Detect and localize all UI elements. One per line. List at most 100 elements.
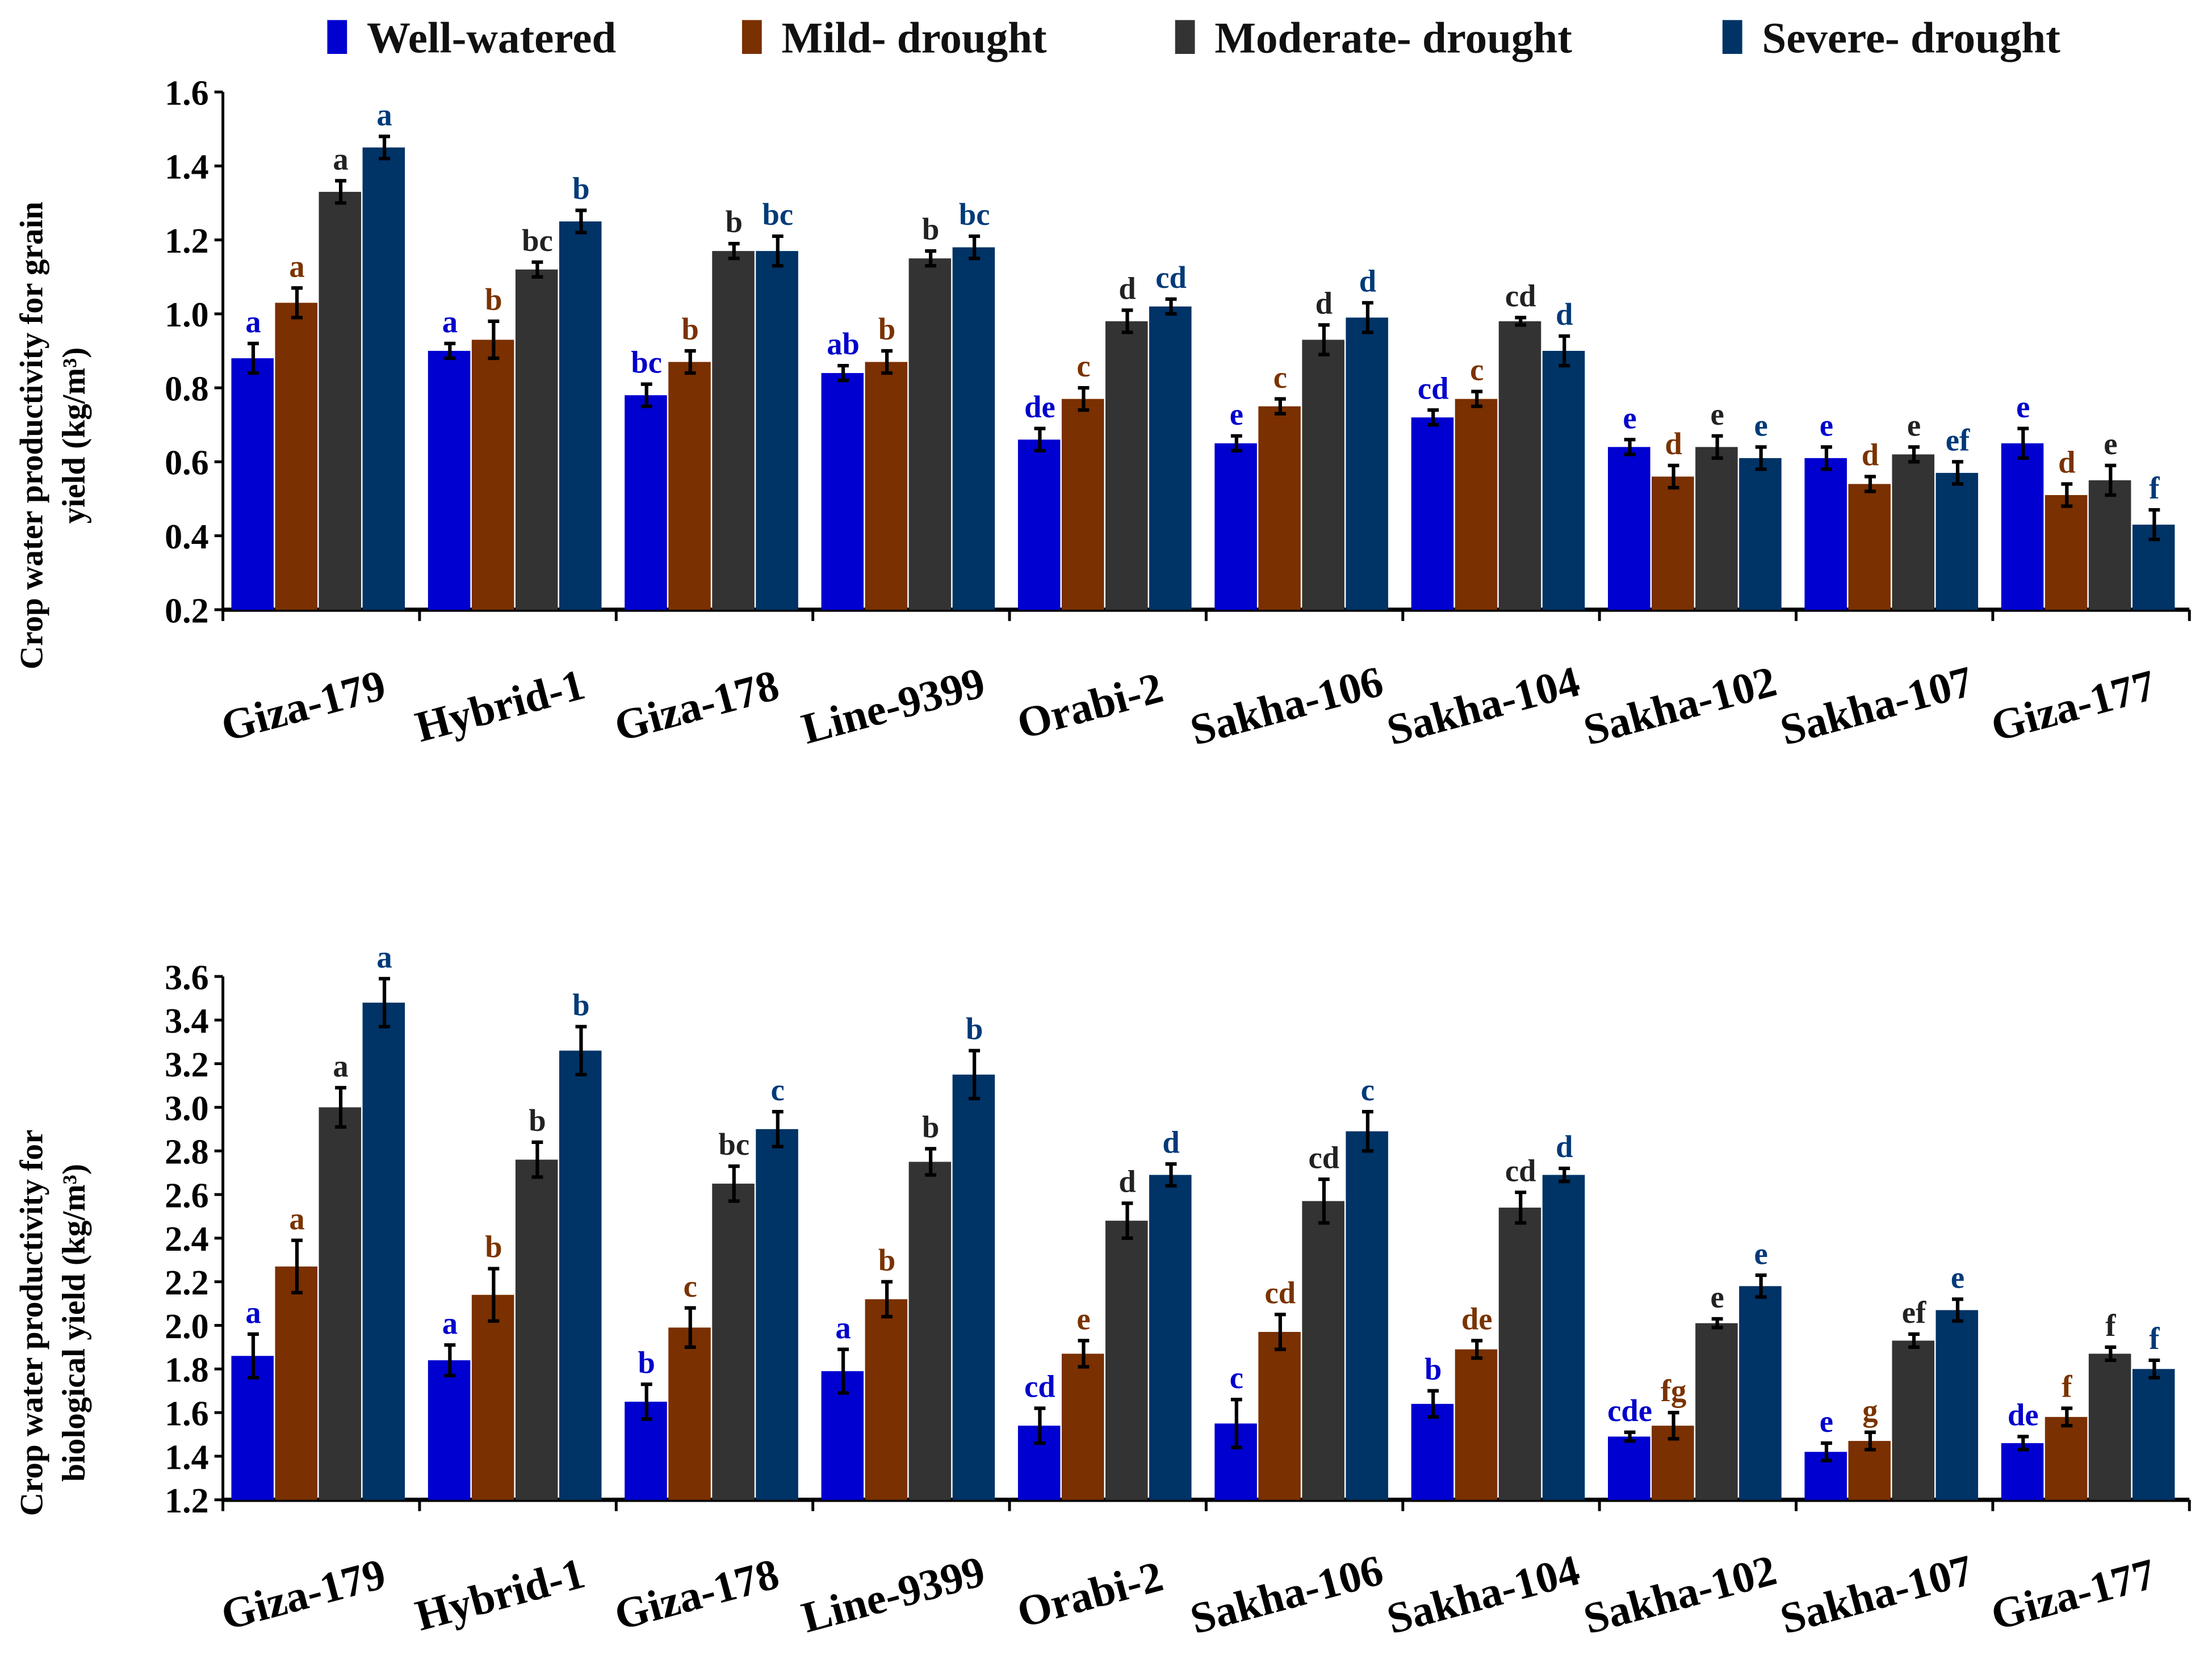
bar-well-watered <box>821 373 864 610</box>
bar-severe-drought <box>1542 350 1585 610</box>
significance-letter: d <box>1118 1164 1136 1199</box>
bar-well-watered <box>1214 443 1257 610</box>
bar-well-watered <box>1411 1403 1454 1500</box>
bar-moderate-drought <box>1892 454 1935 610</box>
bar-well-watered <box>2001 443 2044 610</box>
bar-mild-drought <box>1848 484 1891 610</box>
bar-severe-drought <box>559 1050 602 1500</box>
bar-well-watered <box>428 350 471 610</box>
category-label: Sakha-106 <box>1185 1545 1388 1644</box>
significance-letter: bc <box>522 223 553 258</box>
significance-letter: cd <box>1155 260 1187 295</box>
bar-mild-drought <box>275 303 318 610</box>
significance-letter: e <box>1951 1260 1964 1295</box>
bar-mild-drought <box>1061 1353 1104 1500</box>
bar-mild-drought <box>668 362 711 610</box>
significance-letter: d <box>1862 438 1879 472</box>
y-tick-label: 1.2 <box>165 222 209 261</box>
legend: Well-watered Mild- drought Moderate- droug… <box>327 13 2060 62</box>
category-label: Hybrid-1 <box>410 1548 590 1640</box>
y-tick-label: 3.2 <box>165 1046 209 1084</box>
significance-letter: f <box>2105 1308 2116 1343</box>
bar-severe-drought <box>559 221 602 610</box>
y-tick-label: 1.4 <box>165 148 209 187</box>
significance-letter: b <box>485 1230 502 1264</box>
bar-severe-drought <box>1149 1175 1192 1500</box>
significance-letter: e <box>2104 426 2117 461</box>
y-tick-label: 2.8 <box>165 1133 209 1172</box>
significance-letter: b <box>922 1110 939 1145</box>
bar-moderate-drought <box>712 1183 755 1500</box>
bar-mild-drought <box>1258 406 1301 610</box>
y-axis-title-line: biological yield (kg/m³) <box>56 1164 92 1482</box>
significance-letter: b <box>638 1345 655 1380</box>
bar-moderate-drought <box>712 251 755 610</box>
category-label: Sakha-106 <box>1185 656 1388 755</box>
bar-severe-drought <box>1346 1131 1388 1500</box>
bar-mild-drought <box>668 1327 711 1500</box>
y-axis-title-line: yield (kg/m³) <box>56 347 92 524</box>
significance-letter: b <box>922 212 939 246</box>
category-label: Line-9399 <box>797 657 990 753</box>
significance-letter: c <box>1230 1360 1243 1395</box>
bar-well-watered <box>625 395 667 610</box>
y-tick-label: 0.8 <box>165 370 209 408</box>
significance-letter: e <box>1623 400 1636 435</box>
y-axis-title: Crop water productivity for grain yield (… <box>14 202 93 669</box>
significance-letter: a <box>376 97 392 132</box>
bar-mild-drought <box>2045 1416 2088 1500</box>
significance-letter: c <box>1361 1072 1375 1107</box>
y-tick-label: 1.4 <box>165 1438 209 1477</box>
legend-label: Moderate- drought <box>1214 13 1572 62</box>
significance-letter: g <box>1862 1393 1878 1428</box>
bar-mild-drought <box>865 1299 908 1500</box>
bar-mild-drought <box>2045 495 2088 610</box>
bar-moderate-drought <box>2088 480 2131 610</box>
y-axis-title-line: Crop water productivity for <box>14 1130 50 1516</box>
significance-letter: cd <box>1265 1275 1296 1310</box>
bar-moderate-drought <box>515 1159 558 1500</box>
y-tick-label: 1.0 <box>165 296 209 334</box>
significance-letter: e <box>1710 397 1724 431</box>
significance-letter: a <box>289 249 304 283</box>
category-label: Sakha-102 <box>1578 656 1781 755</box>
y-axis-title-line: Crop water productivity for grain <box>14 202 50 669</box>
significance-letter: b <box>966 1012 983 1046</box>
y-tick-label: 0.4 <box>165 518 209 556</box>
bar-severe-drought <box>1739 458 1782 610</box>
significance-letter: b <box>878 1243 895 1277</box>
bar-mild-drought <box>1652 476 1694 610</box>
bar-moderate-drought <box>1695 1323 1738 1500</box>
y-tick-label: 2.2 <box>165 1264 209 1302</box>
bar-severe-drought <box>1935 1310 1979 1500</box>
bar-well-watered <box>1804 458 1847 610</box>
category-label: Sakha-107 <box>1775 1545 1978 1644</box>
significance-letter: e <box>1907 408 1921 442</box>
category-label: Sakha-104 <box>1382 656 1585 755</box>
significance-letter: c <box>771 1072 785 1107</box>
y-tick-label: 1.2 <box>165 1482 209 1520</box>
legend-swatch <box>327 20 347 54</box>
bar-well-watered <box>2001 1443 2044 1500</box>
category-label: Giza-179 <box>216 660 391 751</box>
significance-letter: bc <box>718 1127 749 1162</box>
significance-letter: d <box>1665 426 1682 461</box>
significance-letter: b <box>682 312 699 346</box>
y-tick-label: 1.8 <box>165 1351 209 1390</box>
y-tick-label: 2.0 <box>165 1307 209 1346</box>
significance-letter: a <box>376 940 392 974</box>
bar-moderate-drought <box>319 191 362 610</box>
bar-mild-drought <box>471 340 514 610</box>
bar-mild-drought <box>1258 1332 1301 1500</box>
grain-yield-chart: 0.2 0.4 0.6 0.8 1.0 1.2 1.4 1.6 Crop water produ… <box>14 74 2191 755</box>
significance-letter: a <box>442 304 458 339</box>
bar-moderate-drought <box>1498 321 1541 610</box>
significance-letter: d <box>1556 1129 1573 1164</box>
significance-letter: d <box>1556 297 1573 332</box>
bar-mild-drought <box>471 1294 514 1500</box>
bar-well-watered <box>1608 1436 1650 1500</box>
bar-well-watered <box>231 358 274 610</box>
significance-letter: de <box>2008 1398 2039 1432</box>
significance-letter: d <box>2058 445 2075 480</box>
category-label: Sakha-104 <box>1382 1545 1585 1644</box>
